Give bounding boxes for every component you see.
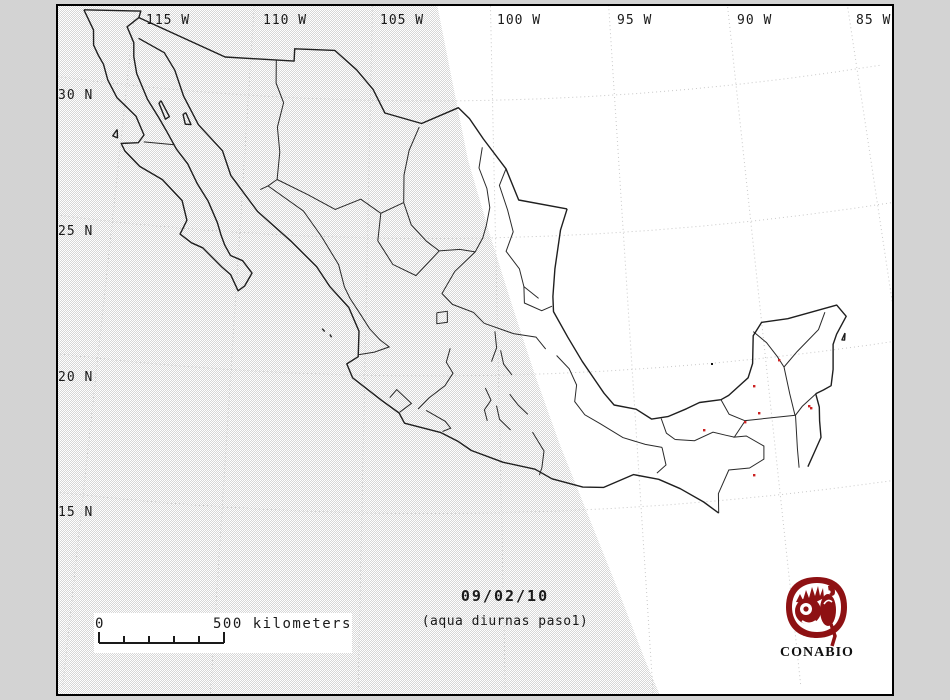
latitude-label: 20 N: [58, 370, 94, 385]
logo-parrot-tail: [829, 623, 837, 647]
coastline: [83, 9, 847, 514]
conabio-logo: [786, 577, 847, 647]
latitude-label: 25 N: [58, 224, 94, 239]
hotspot-dot: [753, 474, 756, 477]
logo-parrot-eye: [827, 590, 831, 594]
hotspot-dot: [703, 429, 706, 432]
fire-hotspot-dots: [703, 359, 813, 477]
logo-parrot-body: [820, 594, 836, 626]
hotspot-dot: [810, 407, 813, 410]
hotspot-dot: [808, 405, 811, 408]
longitude-label: 95 W: [617, 13, 653, 28]
hotspot-dot: [758, 412, 761, 415]
latitude-label: 30 N: [58, 88, 94, 103]
logo-jaguar-crest: [796, 586, 824, 604]
hotspot-dot: [744, 421, 747, 424]
scale-bar: [98, 632, 225, 644]
longitude-label: 85 W: [856, 13, 892, 28]
logo-parrot-wing: [823, 599, 833, 605]
small-lake-speck: [711, 363, 713, 365]
longitude-label: 105 W: [380, 13, 425, 28]
map-plot-area: [56, 4, 894, 696]
latitude-label: 15 N: [58, 505, 94, 520]
scale-bar-zero-label: 0: [95, 616, 104, 632]
mexico-map-svg: [56, 4, 894, 696]
hotspot-dot: [753, 385, 756, 388]
logo-jaguar-eye: [803, 606, 809, 612]
longitude-label: 115 W: [146, 13, 191, 28]
graticule-grid: [56, 4, 894, 696]
longitude-label: 100 W: [497, 13, 542, 28]
longitude-label: 90 W: [737, 13, 773, 28]
state-boundaries: [143, 60, 826, 476]
logo-jaguar-mouth: [801, 620, 817, 625]
neighbor-country-borders: [717, 393, 817, 514]
satellite-swath-area: [437, 4, 894, 696]
caption-label: (aqua diurnas paso1): [421, 614, 589, 629]
date-label: 09/02/10: [460, 587, 550, 605]
scale-bar-distance-label: 500 kilometers: [212, 616, 352, 632]
conabio-logo-text: CONABIO: [780, 645, 854, 660]
hotspot-dot: [778, 359, 781, 362]
longitude-label: 110 W: [263, 13, 308, 28]
